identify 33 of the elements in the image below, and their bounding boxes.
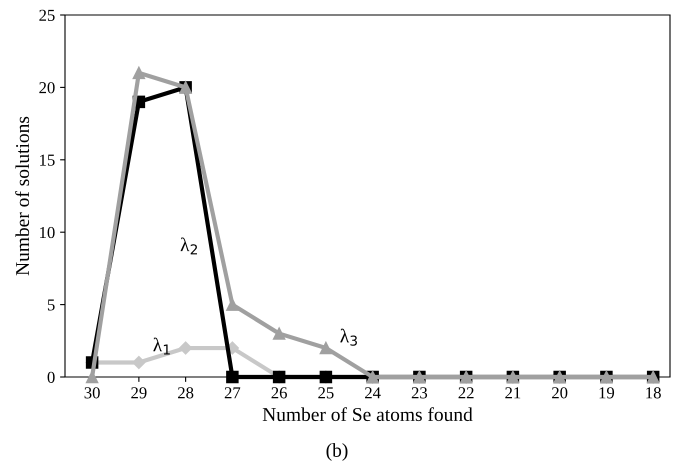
series-label: λ$_{3}$ bbox=[340, 328, 357, 346]
x-tick-label: 20 bbox=[552, 387, 568, 398]
x-tick-label: 24 bbox=[365, 387, 381, 398]
x-tick-label: 28 bbox=[178, 387, 194, 398]
x-tick-label: 23 bbox=[412, 387, 428, 398]
x-tick-label: 18 bbox=[646, 387, 661, 398]
y-tick-label: 5 bbox=[48, 299, 55, 311]
y-tick-label: 0 bbox=[48, 372, 55, 383]
point bbox=[226, 370, 239, 384]
x-axis-title: Number of Se atoms found bbox=[262, 407, 473, 422]
y-tick-label: 25 bbox=[39, 10, 55, 21]
point bbox=[179, 341, 192, 355]
x-tick-label: 25 bbox=[318, 387, 334, 398]
x-tick-label: 22 bbox=[458, 387, 474, 398]
point bbox=[132, 356, 146, 370]
y-axis-title: Number of solutions bbox=[15, 116, 30, 276]
point bbox=[86, 370, 98, 384]
series-label: λ$_{1}$ bbox=[153, 338, 170, 354]
point bbox=[132, 66, 146, 80]
x-tick-label: 26 bbox=[272, 387, 287, 398]
x-tick-label: 21 bbox=[505, 387, 520, 398]
x-tick-label: 27 bbox=[224, 387, 240, 398]
x-tick-label: 30 bbox=[84, 387, 100, 398]
y-tick-label: 15 bbox=[40, 154, 55, 166]
point bbox=[320, 342, 332, 354]
y-tick-label: 20 bbox=[39, 82, 55, 94]
series-label: λ$_{2}$ bbox=[180, 237, 197, 254]
y-tick-label: 10 bbox=[40, 226, 55, 238]
x-tick-label: 29 bbox=[131, 387, 147, 398]
point bbox=[272, 327, 286, 340]
x-tick-label: 19 bbox=[600, 387, 614, 398]
text: (b) bbox=[326, 443, 348, 461]
point bbox=[226, 298, 239, 311]
